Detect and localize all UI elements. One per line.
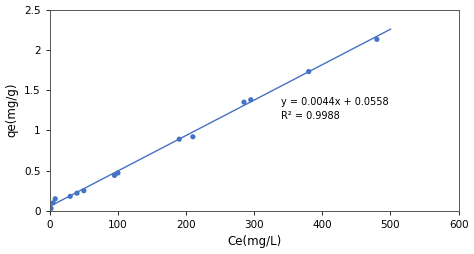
Point bbox=[47, 207, 55, 211]
Point bbox=[51, 197, 59, 201]
Point bbox=[114, 171, 122, 175]
Point bbox=[80, 189, 88, 193]
Point bbox=[111, 173, 118, 178]
Point bbox=[247, 98, 255, 102]
Point bbox=[175, 137, 183, 141]
X-axis label: Ce(mg/L): Ce(mg/L) bbox=[227, 235, 282, 248]
Point bbox=[189, 135, 197, 139]
Point bbox=[73, 191, 81, 195]
Point bbox=[305, 70, 312, 74]
Point bbox=[373, 37, 381, 41]
Point bbox=[49, 201, 57, 205]
Point bbox=[66, 194, 74, 198]
Y-axis label: qe(mg/g): qe(mg/g) bbox=[6, 83, 18, 137]
Point bbox=[240, 100, 248, 104]
Text: y = 0.0044x + 0.0558
R² = 0.9988: y = 0.0044x + 0.0558 R² = 0.9988 bbox=[282, 97, 389, 121]
